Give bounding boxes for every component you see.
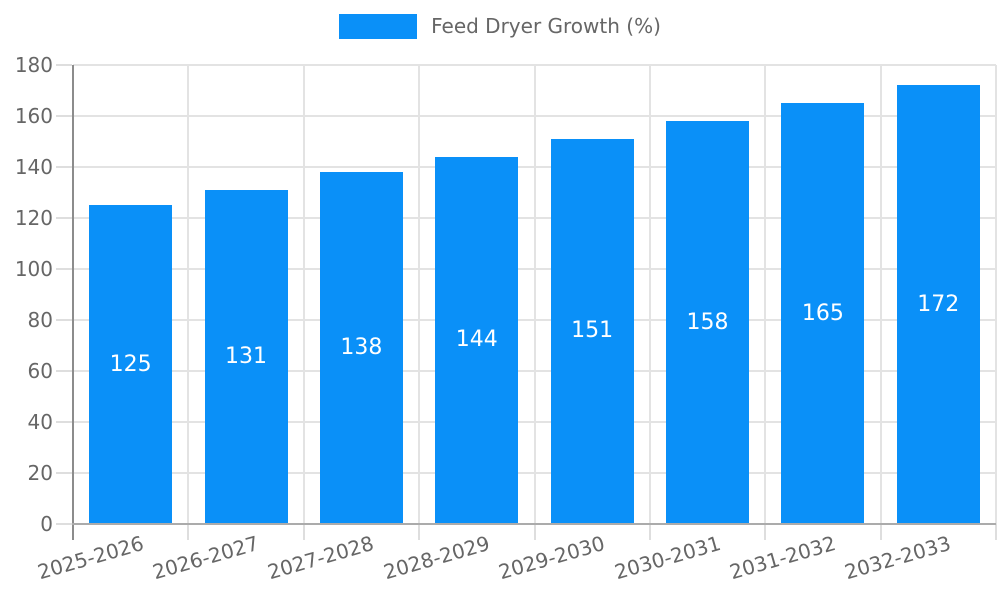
x-tick-label: 2025-2026 [34,531,147,585]
bar-value-label: 158 [686,309,729,335]
y-tick [56,217,72,219]
y-tick [56,370,72,372]
x-tick-label: 2029-2030 [496,531,608,585]
x-gridline [418,65,421,524]
x-tick [533,524,536,540]
x-tick-label: 2026-2027 [149,531,262,585]
y-tick [56,319,72,321]
bar-value-label: 165 [801,300,844,326]
y-tick-label: 160 [14,104,53,128]
y-tick [56,268,72,270]
bar[interactable]: 165 [781,103,865,524]
x-gridline [764,65,767,524]
y-tick [56,472,72,474]
y-tick-label: 80 [27,308,53,332]
bar[interactable]: 144 [435,156,519,524]
y-tick-label: 0 [40,512,53,536]
x-gridline [879,65,882,524]
y-tick-label: 120 [14,206,53,230]
y-tick-label: 20 [27,461,53,485]
y-tick-label: 40 [27,410,53,434]
x-gridline [302,65,305,524]
y-axis-line [72,65,74,540]
y-tick-label: 180 [14,53,53,77]
x-tick [187,524,190,540]
legend-swatch[interactable] [339,14,418,39]
x-tick-label: 2032-2033 [842,531,954,585]
bar-value-label: 138 [340,335,383,361]
x-tick [418,524,421,540]
bar[interactable]: 138 [319,172,403,524]
x-tick-label: 2031-2032 [726,531,839,585]
legend-label: Feed Dryer Growth (%) [431,14,661,38]
x-tick-label: 2030-2031 [611,531,723,585]
y-tick-label: 100 [14,257,53,281]
x-tick-label: 2027-2028 [265,531,377,585]
bar[interactable]: 125 [89,205,173,524]
x-tick [879,524,882,540]
bar-value-label: 144 [455,327,498,353]
y-tick-label: 60 [27,359,53,383]
bar-value-label: 172 [917,291,960,317]
y-tick [56,166,72,168]
y-tick [56,421,72,423]
x-tick [302,524,305,540]
x-gridline [187,65,190,524]
bar-value-label: 131 [225,343,268,369]
bar[interactable]: 131 [204,189,288,524]
x-tick-label: 2028-2029 [380,531,493,585]
y-tick [56,64,72,66]
bar-value-label: 125 [109,351,152,377]
y-tick-label: 140 [14,155,53,179]
bar[interactable]: 158 [666,121,750,524]
x-tick [764,524,767,540]
y-tick [56,115,72,117]
x-tick [648,524,651,540]
y-tick [56,523,72,525]
bar[interactable]: 172 [896,85,980,524]
x-gridline [533,65,536,524]
bar[interactable]: 151 [550,138,634,524]
x-axis-line [72,523,996,525]
bar-value-label: 151 [571,318,614,344]
x-tick [995,524,997,540]
x-gridline [995,65,997,524]
x-gridline [648,65,651,524]
legend[interactable]: Feed Dryer Growth (%) [0,14,1000,39]
